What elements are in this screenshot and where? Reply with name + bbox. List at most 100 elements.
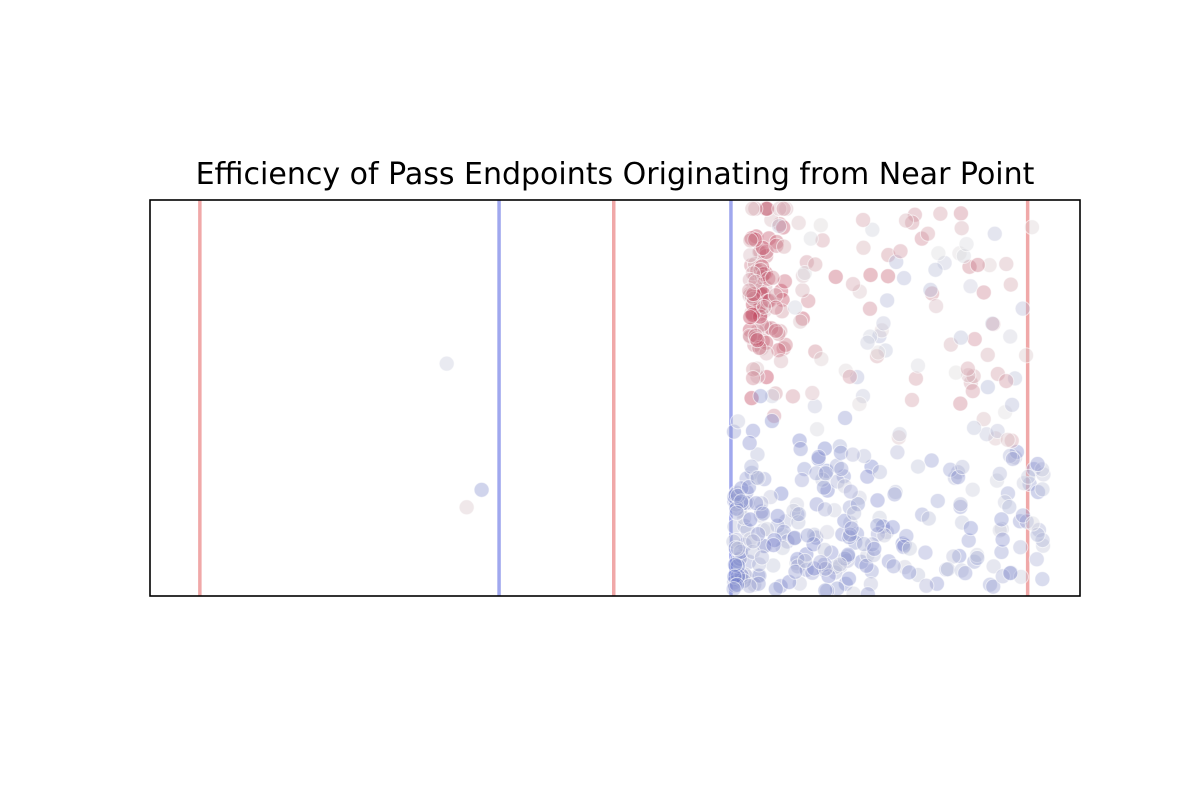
scatter-point [892,243,909,260]
scatter-point [952,395,969,412]
scatter-point [999,485,1016,502]
scatter-point [901,564,918,581]
scatter-point [727,556,744,573]
scatter-point [741,435,758,452]
scatter-point [1004,396,1021,413]
scatter-point [960,367,977,384]
scatter-point [1034,481,1051,498]
scatter-point [845,276,862,293]
scatter-point [773,485,790,502]
scatter-point [776,238,793,255]
scatter-point [861,300,878,317]
scatter-point [964,383,981,400]
scatter-point [922,281,939,298]
scatter-point [880,268,897,285]
scatter-point [998,373,1015,390]
scatter-point [766,532,783,549]
scatter-point [809,421,826,438]
scatter-point [1024,219,1041,236]
scatter-point [855,211,872,228]
scatter-point [903,392,920,409]
scatter-point [1029,456,1046,473]
scatter-point [787,563,804,580]
scatter-point [812,217,829,234]
scatter-point [796,552,813,569]
scatter-point [904,214,921,231]
scatter-point [981,257,998,274]
scatter-point [954,459,971,476]
scatter-point [984,315,1001,332]
scatter-point [950,469,967,486]
scatter-point [953,220,970,237]
scatter-point [831,438,848,455]
scatter-point [917,544,934,561]
scatter-point [952,496,969,513]
scatter-point [862,576,879,593]
scatter-point [750,575,767,592]
scatter-point [855,239,872,256]
scatter-point [910,458,927,475]
scatter-point [763,413,780,430]
scatter-point [901,540,918,557]
scatter-point [871,464,888,481]
scatter-point [796,265,813,282]
scatter-point [955,247,972,264]
scatter-point [791,432,808,449]
scatter-point [999,431,1016,448]
scatter-point [728,504,745,521]
scatter-point [962,278,979,295]
scatter-point [854,388,871,405]
scatter-point [787,299,804,316]
scatter-point [1001,499,1018,516]
scatter-point [993,511,1010,528]
scatter-point [1018,347,1035,364]
scatter-point [765,557,782,574]
scatter-point [833,460,850,477]
scatter-point [864,221,881,238]
scatter-point [958,236,975,253]
scatter-point [790,514,807,531]
scatter-point [817,582,834,596]
scatter-point [849,496,866,513]
scatter-point [807,256,824,273]
scatter-point [786,529,803,546]
scatter-point [819,524,836,541]
scatter-point [998,255,1015,272]
axes-frame [149,199,1081,597]
scatter-point [804,385,821,402]
scatter-point [744,306,761,323]
scatter-point [725,581,742,596]
scatter-point [845,585,862,596]
scatter-point [859,334,876,351]
scatter-point [975,284,992,301]
scatter-point [438,355,455,372]
scatter-point [1024,515,1041,532]
scatter-point [458,499,475,516]
scatter-point [930,245,947,262]
scatter-point [473,481,490,498]
scatter-point [817,465,834,482]
scatter-point [808,496,825,513]
scatter-point [964,481,981,498]
scatter-point [895,538,912,555]
scatter-point [808,465,825,482]
scatter-point [869,517,886,534]
scatter-point [729,413,746,430]
scatter-point [841,368,858,385]
scatter-point [764,269,781,286]
scatter-point [919,225,936,242]
scatter-point [771,200,788,217]
scatter-point [994,531,1011,548]
scatter-point [802,230,819,247]
scatter-point [918,577,935,594]
scatter-point [840,570,857,587]
scatter-point [842,526,859,543]
scatter-point [747,231,764,248]
scatter-point [812,554,829,571]
scatter-point [784,388,801,405]
plot-area [198,200,1052,596]
scatter-point [767,322,784,339]
scatter-point [762,489,779,506]
scatter-point [753,549,770,566]
